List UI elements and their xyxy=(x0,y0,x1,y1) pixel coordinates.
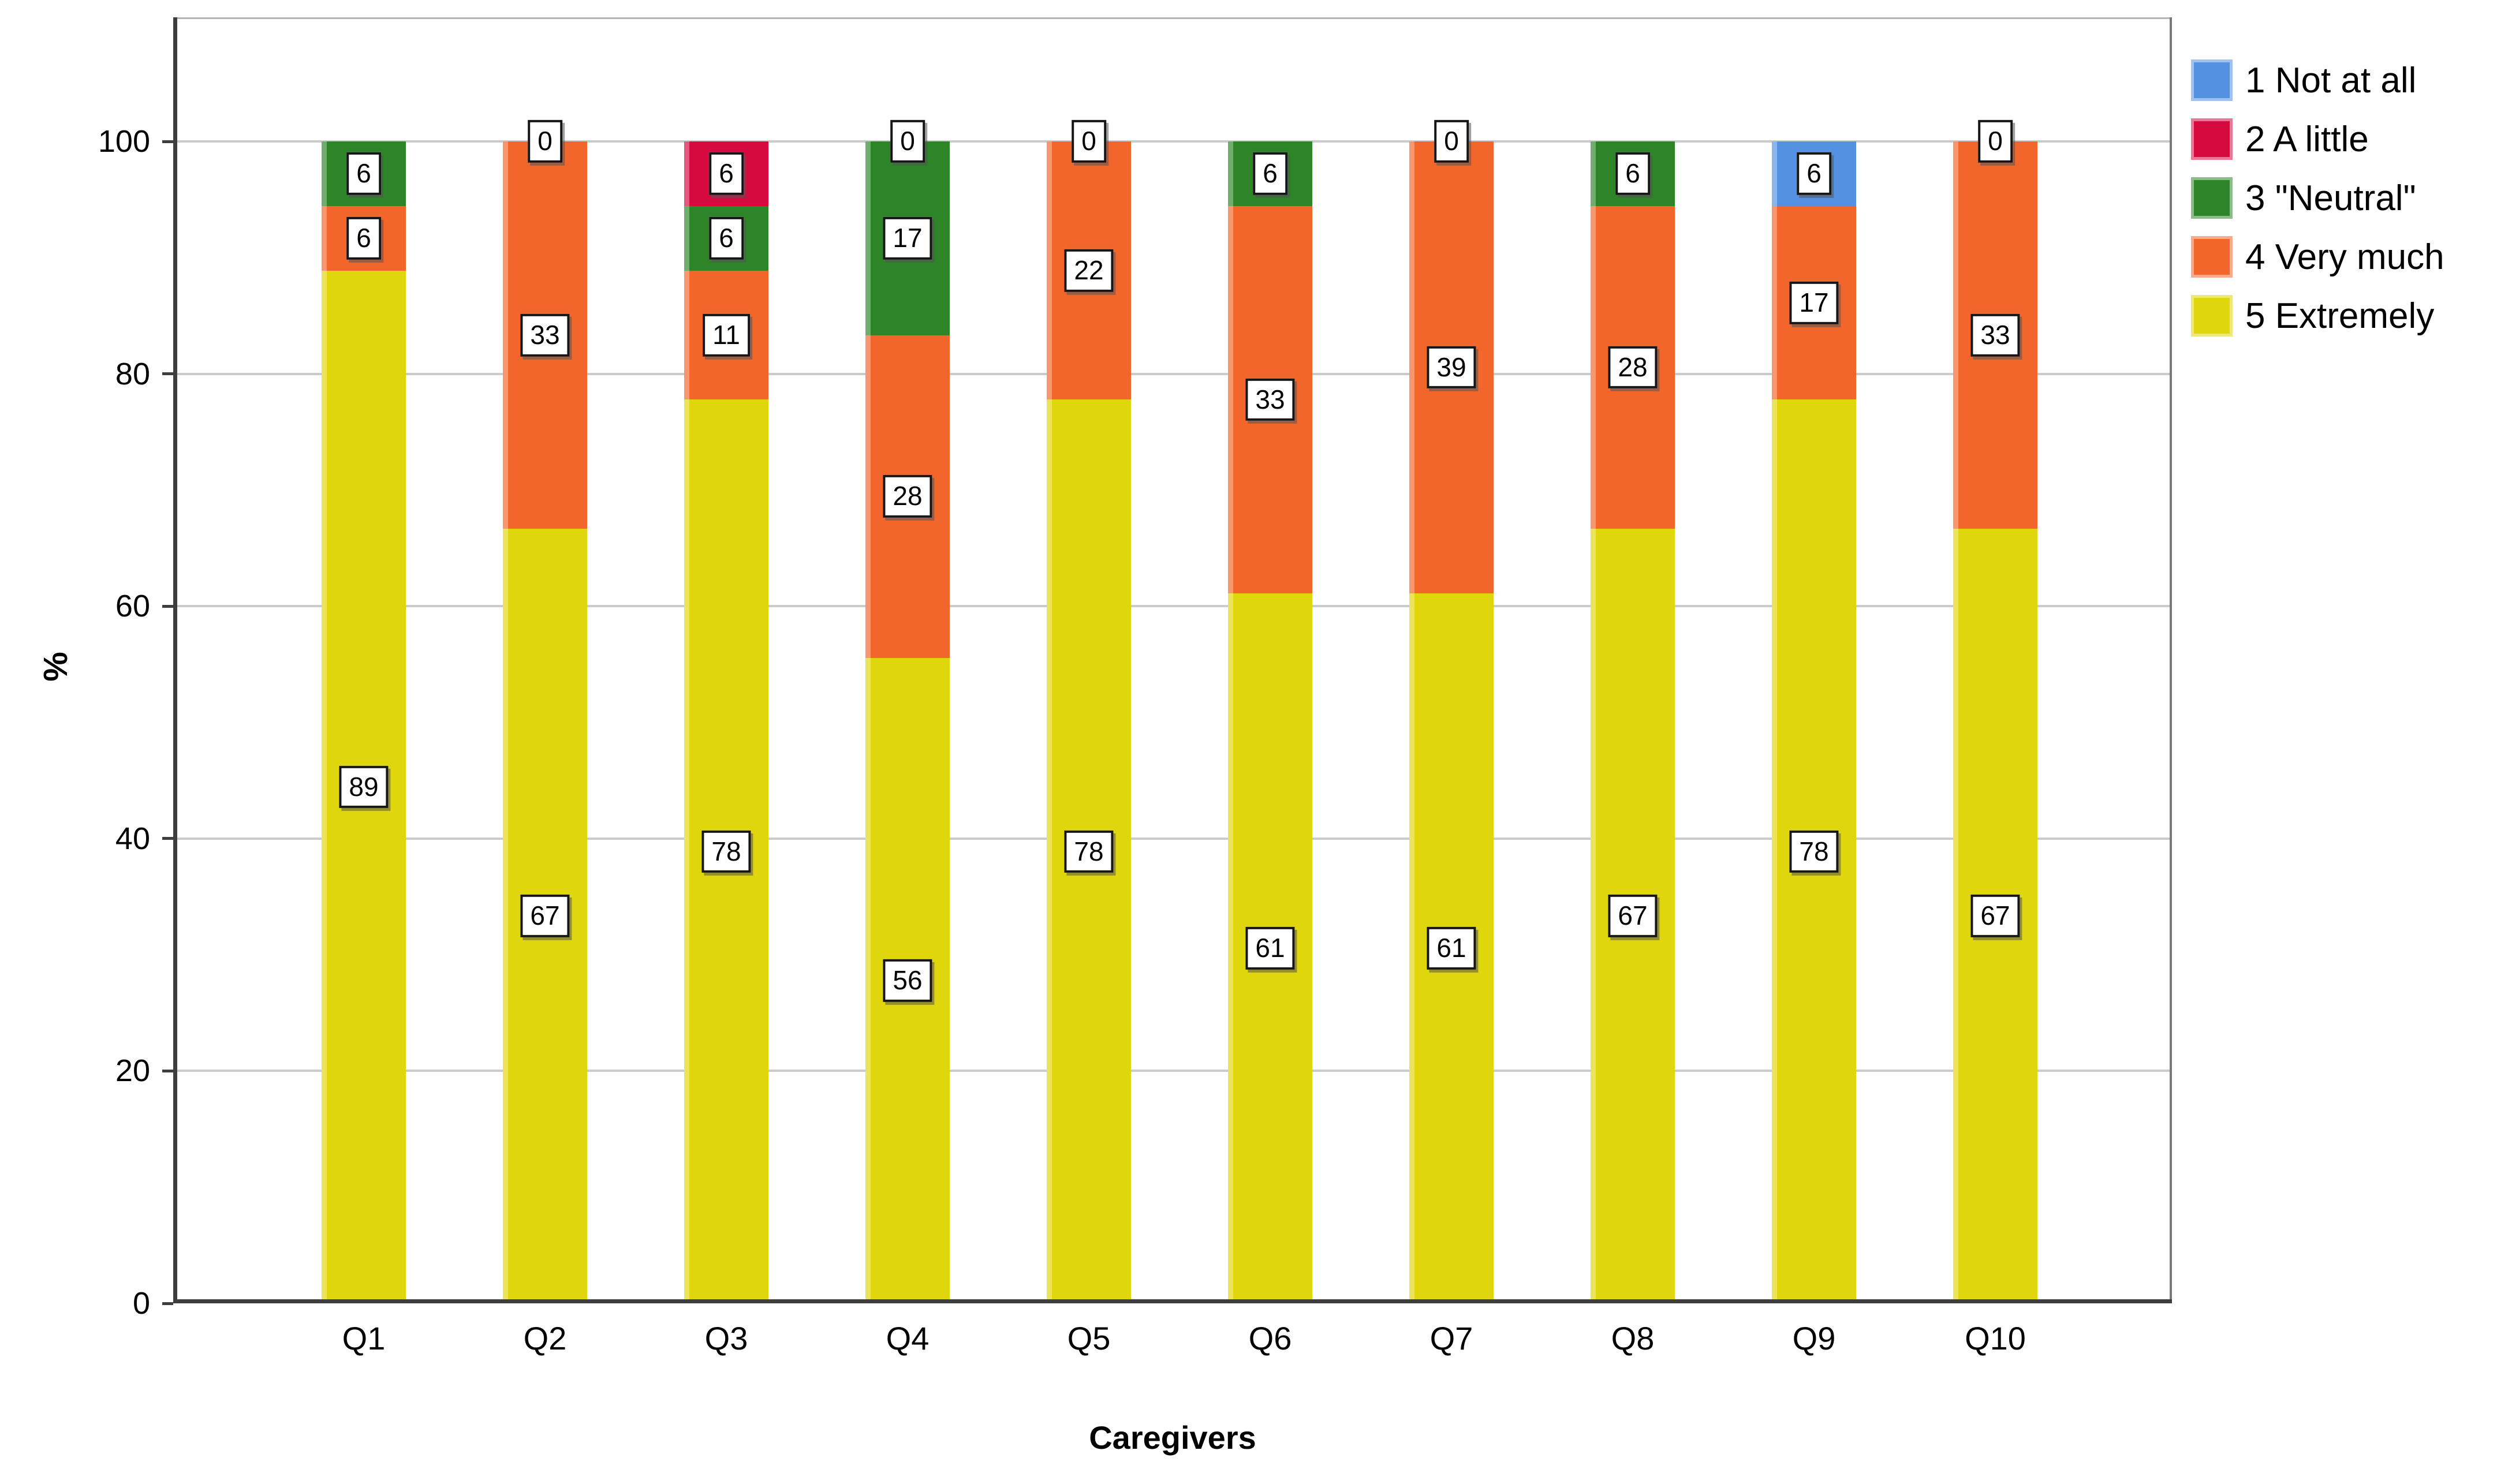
y-axis-line xyxy=(173,17,177,1303)
bar-Q10-label-0: 0 xyxy=(1978,120,2013,163)
bar-Q5-label-78: 78 xyxy=(1064,830,1114,873)
bar-Q10-label-67: 67 xyxy=(1970,895,2020,937)
bar-Q6-label-33: 33 xyxy=(1245,378,1295,421)
y-tick-label-20: 20 xyxy=(115,1053,150,1089)
bar-Q4-label-28: 28 xyxy=(883,475,932,518)
y-axis-title: % xyxy=(37,652,74,682)
bar-Q2-label-0: 0 xyxy=(528,120,562,163)
bar-Q4-label-0: 0 xyxy=(890,120,925,163)
legend-label-3: 3 "Neutral" xyxy=(2245,178,2416,218)
gridline-20 xyxy=(173,1070,2172,1072)
bar-Q9-label-6: 6 xyxy=(1797,152,1831,195)
legend-swatch-4 xyxy=(2191,236,2233,278)
bar-Q6: 61 33 6 xyxy=(1228,141,1312,1303)
bar-Q4: 56 28 17 0 xyxy=(865,120,950,1303)
bar-Q8-label-28: 28 xyxy=(1608,346,1658,389)
x-tick-label-Q4: Q4 xyxy=(886,1320,930,1356)
y-tick-mark-0 xyxy=(162,1302,173,1305)
bar-Q7: 61 39 0 xyxy=(1409,120,1494,1303)
y-tick-mark-60 xyxy=(162,604,173,608)
bar-Q3-label-78: 78 xyxy=(701,830,751,873)
bar-Q8: 67 28 6 xyxy=(1591,141,1675,1303)
x-tick-label-Q10: Q10 xyxy=(1965,1320,2026,1356)
bar-Q5-label-0: 0 xyxy=(1072,120,1106,163)
y-tick-label-40: 40 xyxy=(115,821,150,856)
y-tick-mark-80 xyxy=(162,372,173,376)
bar-Q4-label-17: 17 xyxy=(883,216,932,260)
legend-item-3: 3 "Neutral" xyxy=(2191,177,2444,219)
y-tick-label-60: 60 xyxy=(115,589,150,624)
bar-Q6-label-6: 6 xyxy=(1253,152,1287,195)
bar-Q3: 78 11 6 6 xyxy=(684,141,768,1303)
bar-Q8-label-67: 67 xyxy=(1608,895,1658,937)
plot-frame-right xyxy=(2170,17,2172,1303)
legend-item-1: 1 Not at all xyxy=(2191,59,2444,101)
bar-Q6-label-61: 61 xyxy=(1245,927,1295,970)
bar-Q4-label-56: 56 xyxy=(883,959,932,1002)
legend-item-4: 4 Very much xyxy=(2191,236,2444,278)
bar-Q7-label-39: 39 xyxy=(1427,346,1476,389)
bar-Q3-label-11: 11 xyxy=(703,313,750,357)
plot-area: 89 6 6 67 33 0 78 11 6 6 56 28 17 0 78 22 0 61 33 6 61 39 0 67 2… xyxy=(173,17,2172,1303)
legend: 1 Not at all 2 A little 3 "Neutral" 4 Very … xyxy=(2191,59,2444,354)
legend-swatch-5 xyxy=(2191,295,2233,337)
y-tick-label-100: 100 xyxy=(98,124,150,159)
legend-label-2: 2 A little xyxy=(2245,119,2369,159)
gridline-60 xyxy=(173,605,2172,608)
bar-Q2: 67 33 0 xyxy=(503,120,587,1303)
legend-item-2: 2 A little xyxy=(2191,118,2444,160)
y-tick-mark-100 xyxy=(162,140,173,143)
bar-Q2-label-67: 67 xyxy=(520,895,570,937)
bar-Q8-label-6: 6 xyxy=(1615,152,1650,195)
y-tick-mark-20 xyxy=(162,1069,173,1072)
bar-Q5: 78 22 0 xyxy=(1047,120,1131,1303)
y-tick-label-80: 80 xyxy=(115,356,150,391)
bar-Q1-label-6: 6 xyxy=(346,216,381,260)
x-tick-label-Q7: Q7 xyxy=(1429,1320,1473,1356)
y-tick-mark-40 xyxy=(162,837,173,840)
legend-swatch-3 xyxy=(2191,177,2233,219)
legend-item-5: 5 Extremely xyxy=(2191,295,2444,337)
bar-Q1-label-89: 89 xyxy=(339,765,389,809)
bar-Q5-label-22: 22 xyxy=(1064,249,1114,292)
x-axis-line xyxy=(173,1299,2172,1303)
bar-Q7-label-61: 61 xyxy=(1427,927,1476,970)
legend-swatch-2 xyxy=(2191,118,2233,160)
x-tick-label-Q5: Q5 xyxy=(1067,1320,1111,1356)
y-tick-label-0: 0 xyxy=(132,1286,150,1321)
legend-label-4: 4 Very much xyxy=(2245,237,2444,277)
plot-frame-top xyxy=(173,17,2172,19)
x-tick-label-Q9: Q9 xyxy=(1792,1320,1836,1356)
x-tick-label-Q3: Q3 xyxy=(704,1320,748,1356)
x-tick-label-Q6: Q6 xyxy=(1248,1320,1292,1356)
legend-label-5: 5 Extremely xyxy=(2245,296,2435,336)
legend-swatch-1 xyxy=(2191,59,2233,101)
gridline-80 xyxy=(173,372,2172,375)
bar-Q9: 78 17 6 xyxy=(1772,141,1856,1303)
bar-Q1: 89 6 6 xyxy=(322,141,406,1303)
bar-Q3-label-6: 6 xyxy=(709,152,744,195)
x-tick-label-Q2: Q2 xyxy=(523,1320,567,1356)
bar-Q10-label-33: 33 xyxy=(1970,313,2020,357)
bar-Q9-label-17: 17 xyxy=(1789,281,1839,324)
bar-Q1-label-6: 6 xyxy=(346,152,381,195)
bar-Q10: 67 33 0 xyxy=(1953,120,2037,1303)
bar-Q3-label-6: 6 xyxy=(709,216,744,260)
x-tick-label-Q8: Q8 xyxy=(1611,1320,1655,1356)
bar-Q2-label-33: 33 xyxy=(520,313,570,357)
gridline-100 xyxy=(173,140,2172,143)
x-tick-label-Q1: Q1 xyxy=(342,1320,386,1356)
bar-Q7-label-0: 0 xyxy=(1434,120,1469,163)
gridline-40 xyxy=(173,837,2172,840)
bar-Q9-label-78: 78 xyxy=(1789,830,1839,873)
x-axis-title: Caregivers xyxy=(1089,1419,1256,1456)
legend-label-1: 1 Not at all xyxy=(2245,60,2417,100)
